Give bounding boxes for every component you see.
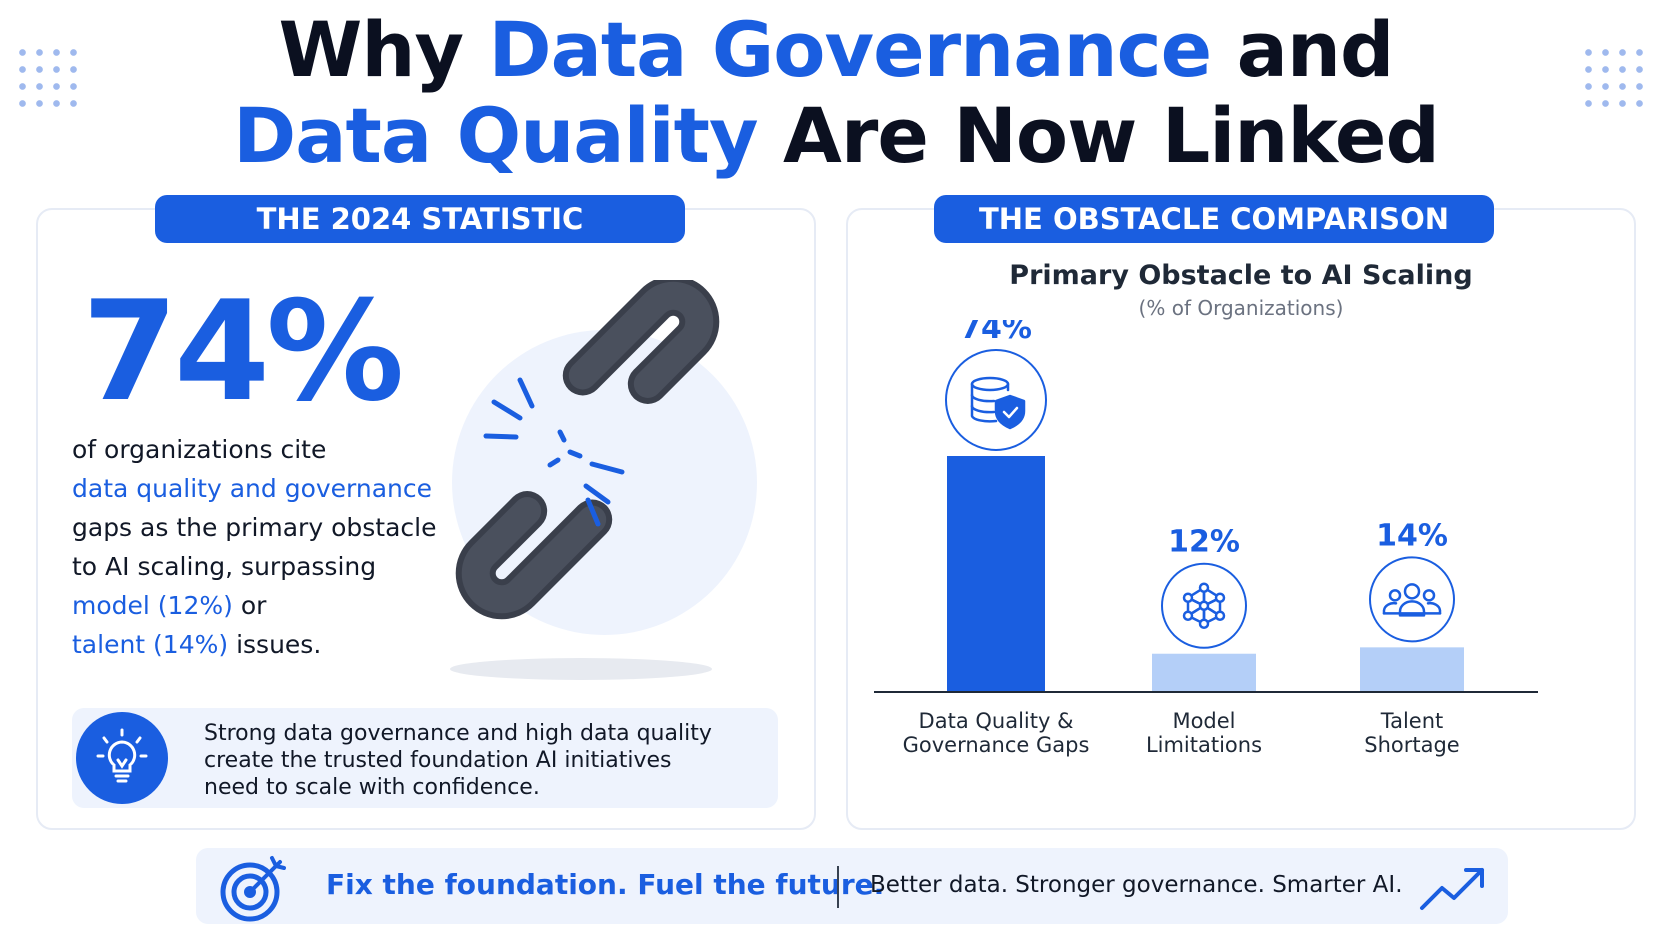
category-label: Shortage [1364, 733, 1459, 757]
chart-title: Primary Obstacle to AI Scaling [1009, 260, 1473, 291]
statistic-description: of organizations cite data quality and go… [72, 430, 492, 664]
network-icon [1182, 582, 1226, 629]
tip-text: Strong data governance and high data qua… [204, 721, 712, 800]
footer-tagline: Better data. Stronger governance. Smarte… [870, 872, 1403, 898]
comparison-header: THE OBSTACLE COMPARISON [934, 195, 1494, 243]
target-icon [220, 856, 286, 922]
big-stat-value: 74% [82, 271, 404, 432]
lightbulb-icon [76, 712, 168, 804]
tip-box [72, 708, 778, 808]
team-icon [1382, 583, 1442, 617]
bar-1 [1152, 653, 1256, 692]
trend-up-icon [1420, 868, 1484, 910]
database-shield-icon [970, 376, 1026, 430]
statistic-text: or [232, 591, 267, 620]
statistic-line: model (12%) or [72, 586, 492, 625]
category-label: Data Quality & [919, 709, 1074, 733]
decorative-dots-right [1580, 44, 1650, 114]
footer-banner [196, 848, 1508, 924]
bar-value-label: 12% [1168, 525, 1240, 560]
statistic-highlight: model (12%) [72, 591, 233, 620]
page-title-line-1: Why Data Governance and [278, 5, 1395, 94]
bar-value-label: 14% [1376, 518, 1448, 553]
chart-subtitle: (% of Organizations) [1138, 296, 1344, 320]
footer-slogan: Fix the foundation. Fuel the future. [326, 868, 885, 901]
statistic-line: to AI scaling, surpassing [72, 547, 492, 586]
category-label: Limitations [1146, 733, 1262, 757]
statistic-line: data quality and governance [72, 469, 492, 508]
statistic-text: of organizations cite [72, 435, 327, 464]
bar-2 [1360, 647, 1464, 692]
statistic-text: issues. [228, 630, 322, 659]
category-label: Governance Gaps [903, 733, 1090, 757]
decorative-dots-left [14, 44, 84, 114]
statistic-header: THE 2024 STATISTIC [155, 195, 685, 243]
page-title-line-2: Data Quality Are Now Linked [233, 91, 1440, 180]
statistic-line: gaps as the primary obstacle [72, 508, 492, 547]
statistic-text: to AI scaling, surpassing [72, 552, 377, 581]
obstacle-bar-chart: 74% Data Quality &Governance Gaps 12% Model… [874, 320, 1538, 757]
statistic-text: gaps as the primary obstacle [72, 513, 437, 542]
statistic-line: talent (14%) issues. [72, 625, 492, 664]
broken-chain-icon [455, 280, 720, 620]
statistic-highlight: data quality and governance [72, 474, 433, 503]
statistic-line: of organizations cite [72, 430, 492, 469]
bar-0 [947, 456, 1045, 692]
bar-value-label: 74% [960, 320, 1032, 346]
category-label: Talent [1380, 709, 1444, 733]
statistic-highlight: talent (14%) [72, 630, 229, 659]
footer-divider [837, 866, 839, 908]
illustration-shadow [450, 658, 712, 680]
category-label: Model [1172, 709, 1235, 733]
